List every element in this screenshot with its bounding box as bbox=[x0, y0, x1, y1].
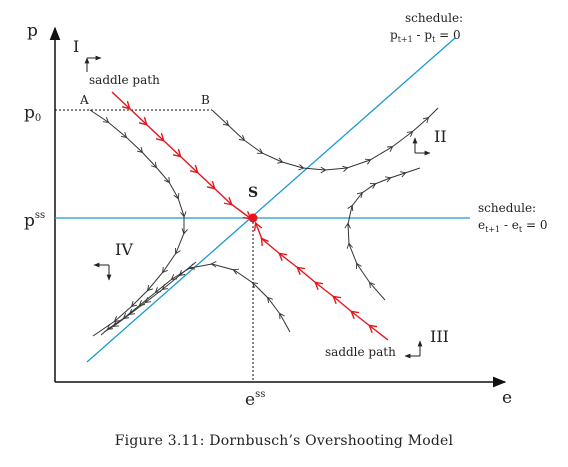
price-schedule-title: schedule: bbox=[405, 11, 463, 25]
region-i-direction-icon bbox=[84, 55, 102, 72]
point-a-label: A bbox=[79, 93, 89, 107]
figure-caption: Figure 3.11: Dornbusch’s Overshooting Mo… bbox=[115, 433, 454, 449]
point-b-label: B bbox=[201, 93, 210, 107]
region-i-label: I bbox=[73, 37, 79, 56]
trajectory-region-iv-inner bbox=[103, 261, 197, 333]
price-schedule-equation: pt+1 - pt = 0 bbox=[390, 28, 461, 44]
ess-label: ess bbox=[245, 389, 265, 410]
region-ii-direction-icon bbox=[412, 137, 431, 156]
pss-label: pss bbox=[24, 210, 45, 231]
x-axis-label: e bbox=[502, 388, 512, 408]
y-axis-label: p bbox=[27, 21, 38, 41]
saddle-path-label-lower: saddle path bbox=[325, 345, 396, 359]
trajectory-from-a bbox=[89, 109, 188, 337]
trajectory-region-ii bbox=[344, 167, 421, 301]
saddle-path-label-upper: saddle path bbox=[89, 73, 160, 87]
p0-label: p0 bbox=[24, 103, 41, 124]
saddle-path-upper bbox=[111, 91, 252, 220]
trajectory-from-b bbox=[211, 107, 439, 174]
exchange-schedule-title: schedule: bbox=[478, 201, 536, 215]
region-ii-label: II bbox=[434, 127, 447, 146]
region-iii-label: III bbox=[430, 327, 449, 346]
steady-state-label: S bbox=[248, 185, 258, 201]
region-iii-direction-icon bbox=[404, 340, 423, 359]
region-iv-direction-icon bbox=[93, 262, 112, 281]
saddle-path-lower bbox=[253, 221, 389, 341]
exchange-schedule-equation: et+1 - et = 0 bbox=[478, 218, 547, 234]
steady-state-point bbox=[248, 213, 258, 223]
region-iv-label: IV bbox=[115, 240, 133, 259]
